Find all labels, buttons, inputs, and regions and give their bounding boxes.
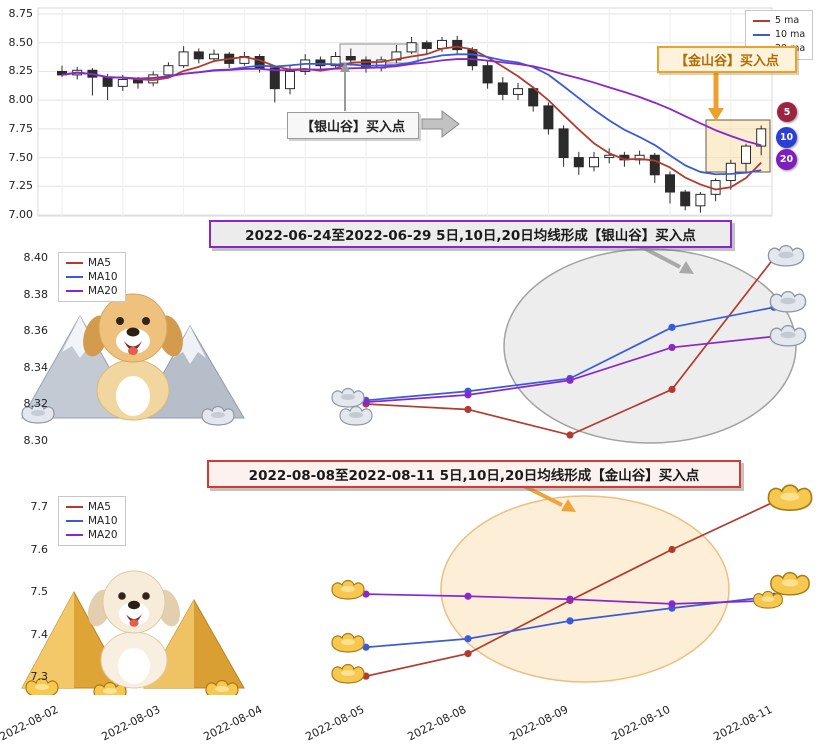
golden-retriever-image [83,293,183,421]
silver-ingot-icon [339,405,373,426]
golden-valley-title-banner: 2022-08-08至2022-08-11 5日,10日,20日均线形成【金山谷… [207,460,741,488]
gold-ingot-icon [770,571,810,596]
legend-label-ma10: MA10 [88,271,118,283]
legend-row-ma10: 10 ma [753,28,805,42]
legend-label-ma10: MA10 [88,515,118,527]
ma-axis-tick: 8.30 [23,433,49,447]
gold-banner-arrow-icon [561,499,576,512]
ma-axis-tick: 8.36 [23,324,49,337]
price-axis-tick: 7.75 [8,121,34,135]
legend-row-ma10: MA10 [66,514,118,528]
gold-ingot-icon [753,590,783,609]
ma5-line-swatch [66,262,83,264]
silver-ingot-icon [201,405,235,426]
price-axis-tick: 7.25 [8,179,34,193]
price-axis-tick: 7.00 [8,208,34,221]
gold-ingot-icon [25,677,59,695]
legend-label-ma5: MA5 [88,501,111,513]
legend-label-10ma: 10 ma [775,29,806,40]
silver-ingot-icon [769,324,807,347]
silver-ingot-icon [767,244,805,267]
legend-label-5ma: 5 ma [775,15,800,26]
price-axis-tick: 7.50 [8,150,34,164]
silver-arrow-icon [421,109,460,139]
ma20-line-swatch [66,534,83,536]
ma10-line-swatch [66,276,83,278]
gold-ingot-icon [331,632,365,653]
gold-buy-point-annotation: 【金山谷】买入点 [657,46,797,73]
legend-row-ma20: MA20 [66,284,118,298]
gold-arrow-icon [708,108,724,121]
legend-label-ma20: MA20 [88,285,118,297]
ma-axis-tick: 7.7 [30,500,49,513]
silver-ingot-icon [769,290,807,313]
price-axis-tick: 8.75 [8,7,34,20]
legend-label-ma20: MA20 [88,529,118,541]
ma10-end-badge: 10 [776,127,797,148]
gold-pyramids-dog-image [21,570,245,695]
silver-valley-ellipse [503,248,797,444]
price-axis-tick: 8.50 [8,35,34,49]
ma-axis-tick: 8.38 [23,287,49,301]
price-axis-tick: 8.25 [8,64,34,78]
silver-valley-title-banner: 2022-06-24至2022-06-29 5日,10日,20日均线形成【银山谷… [209,220,732,248]
price-axis-tick: 8.00 [8,93,34,107]
legend-row-ma5: MA5 [66,500,118,514]
legend-row-ma5: MA5 [66,256,118,270]
golden-valley-legend: MA5 MA10 MA20 [58,496,126,546]
legend-row-ma20: MA20 [66,528,118,542]
ma-axis-tick: 8.34 [23,360,49,374]
silver-ingot-icon [21,403,55,424]
silver-mountains-dog-image [21,293,245,426]
ma5-end-badge: 5 [777,102,797,122]
legend-row-ma5: 5 ma [753,14,805,28]
golden-valley-ellipse [440,495,730,683]
silver-buy-point-annotation: 【银山谷】买入点 [287,112,419,139]
ma-axis-tick: 7.6 [30,542,49,556]
legend-row-ma10: MA10 [66,270,118,284]
ma5-line-swatch [66,506,83,508]
ma10-line-swatch [753,34,770,36]
ma10-line-swatch [66,520,83,522]
ma-axis-tick: 7.4 [30,627,49,641]
silver-ingot-icon [331,387,365,408]
silver-banner-arrow-icon [679,261,694,274]
ma20-line-swatch [66,290,83,292]
gold-ingot-icon [331,663,365,684]
ma-axis-tick: 7.3 [30,670,49,683]
gold-ingot-icon [205,679,239,695]
ma-axis-tick: 8.40 [23,251,49,264]
gold-ingot-icon [767,484,813,511]
ma-axis-tick: 8.32 [23,397,49,410]
ma20-end-badge: 20 [776,149,797,170]
silver-valley-legend: MA5 MA10 MA20 [58,252,126,302]
puppy-image [88,570,180,689]
ma5-line-swatch [753,20,770,22]
legend-label-ma5: MA5 [88,257,111,269]
ma-axis-tick: 7.5 [30,585,49,598]
gold-ingot-icon [331,579,365,600]
